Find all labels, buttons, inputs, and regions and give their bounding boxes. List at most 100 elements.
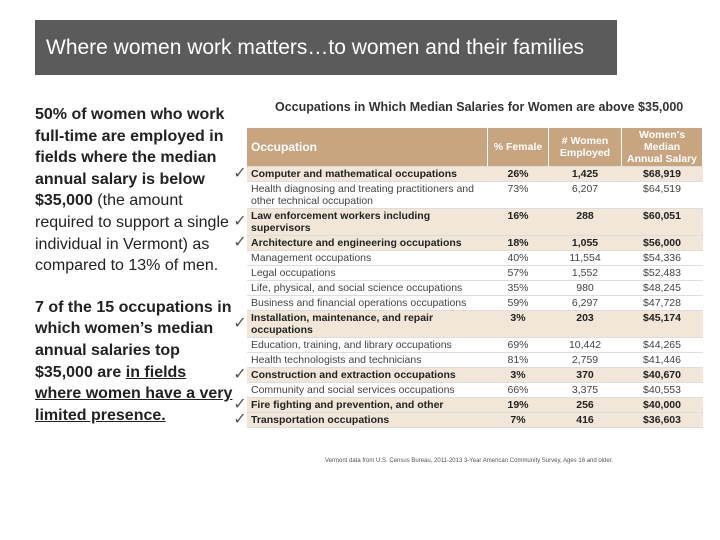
check-mark — [233, 352, 247, 368]
header-cell: Occupation — [247, 128, 488, 167]
table-cell: Health diagnosing and treating practitio… — [247, 181, 488, 209]
table-cell: 18% — [487, 235, 549, 251]
check-mark — [233, 337, 247, 353]
check-mark: ✓ — [233, 234, 247, 251]
underlined-text: in fields where women have a very limite… — [35, 363, 233, 424]
check-mark — [233, 250, 247, 266]
table-row: ✓ Installation, maintenance, and repair o… — [233, 310, 703, 338]
table-row: Management occupations 40% 11,554 $54,336 — [233, 250, 703, 266]
header-cell: # Women Employed — [548, 128, 622, 167]
table-row: ✓ Construction and extraction occupations… — [233, 366, 703, 383]
check-mark — [233, 382, 247, 398]
table-cell: 3% — [487, 367, 549, 383]
left-text: 50% of women who work full-time are empl… — [35, 104, 235, 446]
bold-text: 7 of the 15 occupations in which women’s… — [35, 298, 232, 381]
table-cell: $40,553 — [621, 382, 703, 398]
table-title: Occupations in Which Median Salaries for… — [275, 100, 684, 114]
table-cell: 73% — [487, 181, 549, 209]
table-cell: 19% — [487, 397, 549, 413]
table-cell: Education, training, and library occupat… — [247, 337, 488, 353]
table-cell: 11,554 — [548, 250, 622, 266]
table-row: Education, training, and library occupat… — [233, 337, 703, 353]
table-row: ✓ Law enforcement workers including super… — [233, 208, 703, 236]
table-cell: Transportation occupations — [247, 412, 488, 428]
table-cell: 416 — [548, 412, 622, 428]
table-cell: Installation, maintenance, and repair oc… — [247, 310, 488, 338]
table-row: Business and financial operations occupa… — [233, 295, 703, 311]
check-mark: ✓ — [233, 208, 247, 236]
table-cell: 370 — [548, 367, 622, 383]
table-cell: $60,051 — [621, 208, 703, 236]
table-cell: Legal occupations — [247, 265, 488, 281]
table-cell: Community and social services occupation… — [247, 382, 488, 398]
table-cell: 1,552 — [548, 265, 622, 281]
table-row: ✓ Computer and mathematical occupations 26… — [233, 166, 703, 182]
table-cell: Architecture and engineering occupations — [247, 235, 488, 251]
table-cell: Law enforcement workers including superv… — [247, 208, 488, 236]
table-cell: 40% — [487, 250, 549, 266]
table-cell: Business and financial operations occupa… — [247, 295, 488, 311]
table-cell: 6,297 — [548, 295, 622, 311]
table-cell: $41,446 — [621, 352, 703, 368]
table-cell: 26% — [487, 166, 549, 182]
table-cell: Fire fighting and prevention, and other — [247, 397, 488, 413]
table-cell: $54,336 — [621, 250, 703, 266]
header-cell: Women's Median Annual Salary — [621, 128, 703, 167]
table-cell: 288 — [548, 208, 622, 236]
check-cell — [233, 128, 247, 167]
table-cell: 3% — [487, 310, 549, 338]
table-cell: 2,759 — [548, 352, 622, 368]
bold-text: 50% of women who work full-time are empl… — [35, 106, 225, 210]
check-mark: ✓ — [233, 310, 247, 338]
check-mark: ✓ — [233, 411, 247, 428]
table-cell: $48,245 — [621, 280, 703, 296]
table-cell: 7% — [487, 412, 549, 428]
check-mark: ✓ — [233, 366, 247, 383]
table-cell: $56,000 — [621, 235, 703, 251]
table-cell: 980 — [548, 280, 622, 296]
table-cell: 3,375 — [548, 382, 622, 398]
normal-text: (the amount required to support a single… — [35, 192, 229, 275]
table-cell: 57% — [487, 265, 549, 281]
table-cell: 256 — [548, 397, 622, 413]
table-cell: Health technologists and technicians — [247, 352, 488, 368]
slide-title: Where women work matters…to women and th… — [35, 20, 617, 75]
table-cell: 1,425 — [548, 166, 622, 182]
table-footnote: Vermont data from U.S. Census Bureau, 20… — [325, 458, 614, 464]
table-cell: $64,519 — [621, 181, 703, 209]
table-cell: Life, physical, and social science occup… — [247, 280, 488, 296]
table-cell: $47,728 — [621, 295, 703, 311]
check-mark — [233, 265, 247, 281]
table-cell: 10,442 — [548, 337, 622, 353]
check-mark — [233, 181, 247, 209]
table-row: ✓ Fire fighting and prevention, and other… — [233, 396, 703, 413]
table-cell: 66% — [487, 382, 549, 398]
table-cell: 1,055 — [548, 235, 622, 251]
table-cell: Construction and extraction occupations — [247, 367, 488, 383]
header-row: Occupation% Female # Women Employed Women'… — [233, 128, 703, 167]
check-mark: ✓ — [233, 396, 247, 413]
table-row: ✓ Architecture and engineering occupation… — [233, 234, 703, 251]
table-cell: $40,670 — [621, 367, 703, 383]
check-mark — [233, 280, 247, 296]
table-cell: $44,265 — [621, 337, 703, 353]
table-row: Life, physical, and social science occup… — [233, 280, 703, 296]
table-cell: 203 — [548, 310, 622, 338]
table-cell: $36,603 — [621, 412, 703, 428]
table-row: Legal occupations 57% 1,552 $52,483 — [233, 265, 703, 281]
table-cell: 35% — [487, 280, 549, 296]
table-row: ✓ Transportation occupations 7% 416 $36,603 — [233, 411, 703, 428]
table-cell: Computer and mathematical occupations — [247, 166, 488, 182]
table-cell: 69% — [487, 337, 549, 353]
table-cell: $40,000 — [621, 397, 703, 413]
table-row: Health technologists and technicians 81% 2… — [233, 352, 703, 368]
header-cell: % Female — [487, 128, 549, 167]
table-cell: 6,207 — [548, 181, 622, 209]
salary-table: Occupation% Female # Women Employed Women'… — [233, 128, 703, 428]
paragraph: 50% of women who work full-time are empl… — [35, 104, 235, 277]
table-cell: $52,483 — [621, 265, 703, 281]
table-row: Health diagnosing and treating practitio… — [233, 181, 703, 209]
table-cell: $45,174 — [621, 310, 703, 338]
table-cell: $68,919 — [621, 166, 703, 182]
